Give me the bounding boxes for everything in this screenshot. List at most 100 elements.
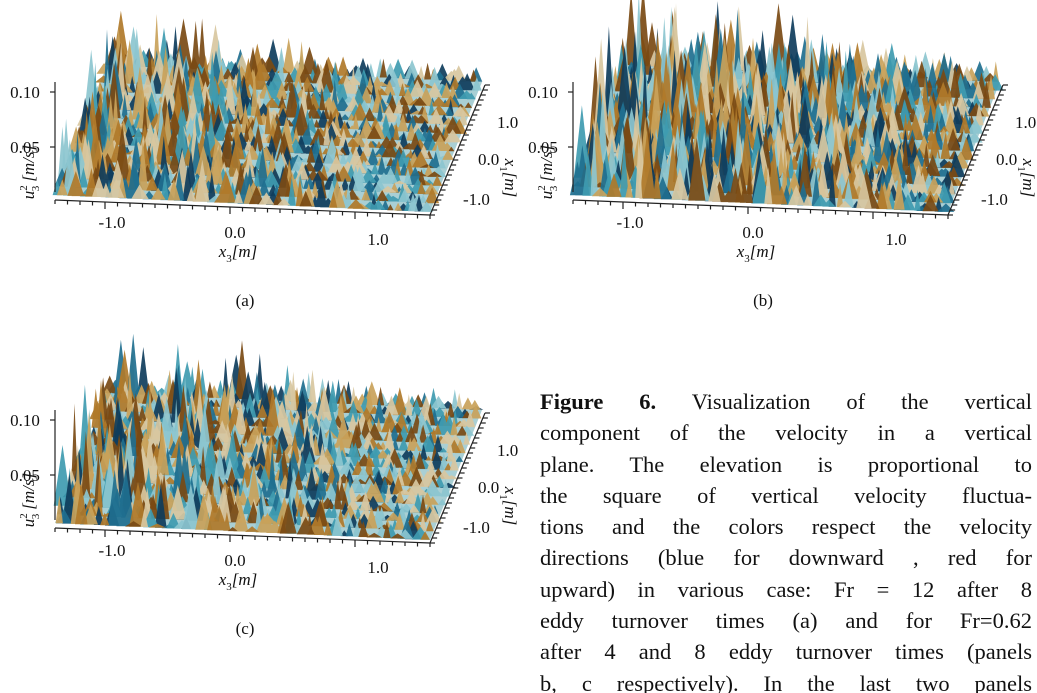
surface-spikes [91, 159, 291, 206]
surface-spikes [248, 185, 394, 211]
surface-spikes [601, 97, 788, 170]
surface-spikes [71, 403, 325, 491]
x3-axis-label-sub: 3 [226, 253, 232, 265]
surface [569, 0, 1004, 212]
y-axis-label-symbol: u [537, 191, 556, 200]
y-axis-label-symbol: u [19, 191, 38, 200]
surface-spikes [701, 28, 984, 108]
surface-spikes [640, 140, 952, 186]
x1-tick-label: 0.0 [996, 150, 1017, 169]
y-axis-label: u23 [m/s] [536, 145, 560, 199]
surface-spikes [127, 100, 417, 141]
surface-spikes [623, 99, 974, 160]
surface-spikes [705, 75, 930, 114]
surface-spikes [74, 444, 402, 521]
x3-tick-label: 1.0 [367, 230, 388, 249]
x1-axis-label: x1[m] [497, 486, 520, 526]
caption-line: upward) in various case: Fr = 12 after 8 [540, 576, 1032, 602]
y-axis-label-sup: 2 [536, 185, 548, 191]
surface-spikes [588, 118, 955, 195]
panel: 0.100.05-1.00.0 1.01.00.0-1.0u23[m/s]x3[m… [10, 10, 520, 310]
surface-spikes [126, 368, 458, 436]
surface-spikes [75, 481, 430, 540]
surface-spikes [584, 123, 928, 202]
surface-spikes [159, 62, 370, 86]
surface-spikes [128, 58, 475, 91]
surface-spikes [151, 115, 368, 174]
surface-spikes [162, 400, 371, 432]
surface-spikes [224, 176, 428, 203]
x1-tick-label: 0.0 [478, 478, 499, 497]
x3-axis-label: x3[m] [218, 242, 258, 265]
x3-tick-label: 1.0 [367, 558, 388, 577]
x3-axis-label-unit: [m] [232, 242, 258, 261]
surface-spikes [110, 121, 415, 176]
x1-tick-label: 1.0 [497, 441, 518, 460]
caption-line: component of the velocity in a vertical [540, 420, 1032, 446]
surface-spikes [569, 145, 955, 212]
y-axis-label-sub: 3 [30, 513, 42, 519]
x1-tick-label: 1.0 [1015, 113, 1036, 132]
caption-line: b, c respectively). In the last two pane… [540, 670, 1032, 693]
x3-axis-label-symbol: x [218, 570, 227, 589]
surface-spikes [610, 69, 937, 141]
y-axis-label: u23 [m/s] [18, 145, 42, 199]
panel-label: (a) [236, 291, 255, 310]
x3-axis-label: x3[m] [736, 242, 776, 265]
y-axis-label-symbol: u [19, 519, 38, 528]
surface-spikes [133, 66, 428, 115]
x3-tick-label: -1.0 [99, 541, 126, 560]
surface-spikes [74, 120, 433, 159]
surface-spikes [125, 501, 406, 539]
x1-tick-label: 1.0 [497, 113, 518, 132]
surface-spikes [677, 46, 926, 132]
surface-spikes [113, 384, 437, 443]
surface-spikes [150, 50, 443, 98]
x1-axis-label-symbol: x [501, 158, 520, 167]
x3-tick-label: 0.0 [224, 223, 245, 242]
surface-spikes [139, 385, 470, 445]
surface-spikes [688, 137, 939, 212]
surface-spikes [579, 145, 881, 200]
y-tick-label: 0.05 [528, 138, 558, 157]
surface-spikes [657, 3, 958, 89]
surface-spikes [140, 508, 149, 527]
x3-tick-label: -1.0 [617, 213, 644, 232]
x3-axis-label-unit: [m] [750, 242, 776, 261]
surface-spikes [67, 167, 365, 209]
caption-line: the square of vertical velocity fluctua- [540, 482, 1032, 508]
caption-line: directions (blue for downward , red for [540, 545, 1032, 571]
caption-label: Figure 6. [540, 389, 657, 414]
x1-axis-label-sub: 1 [497, 166, 509, 172]
surface-spikes [87, 140, 371, 201]
surface-spikes [76, 458, 407, 522]
caption-line: after 4 and 8 eddy turnover times (panel… [540, 639, 1032, 665]
caption-line: tions and the colors respect the velocit… [540, 514, 1032, 540]
surface-spikes [60, 162, 389, 201]
surface-spikes [96, 80, 471, 117]
surface-spikes [89, 391, 442, 435]
x3-axis-label-symbol: x [736, 242, 745, 261]
caption-line: plane. The elevation is proportional to [540, 451, 1032, 477]
surface-spikes [134, 497, 396, 521]
x1-axis-label-symbol: x [501, 486, 520, 495]
surface-spikes [146, 46, 373, 95]
surface-spikes [97, 71, 468, 126]
caption: Figure 6. Visualization of the vertical … [540, 386, 1032, 693]
surface-spikes [629, 100, 970, 169]
x3-tick-label: 1.0 [885, 230, 906, 249]
x3-axis-label-sub: 3 [744, 253, 750, 265]
surface [52, 10, 483, 212]
x1-axis-label: x1[m] [1015, 158, 1037, 198]
surface-spikes [89, 496, 405, 530]
x3-axis-label-sub: 3 [226, 581, 232, 593]
x1-tick-label: -1.0 [463, 518, 490, 537]
surface-spikes [110, 146, 403, 193]
x1-axis-label: x1[m] [497, 158, 520, 198]
y-axis-label-unit: [m/s] [19, 145, 38, 182]
x1-tick-label: -1.0 [463, 190, 490, 209]
surface-spikes [105, 127, 371, 165]
x1-axis-label-unit: [m] [501, 172, 520, 198]
